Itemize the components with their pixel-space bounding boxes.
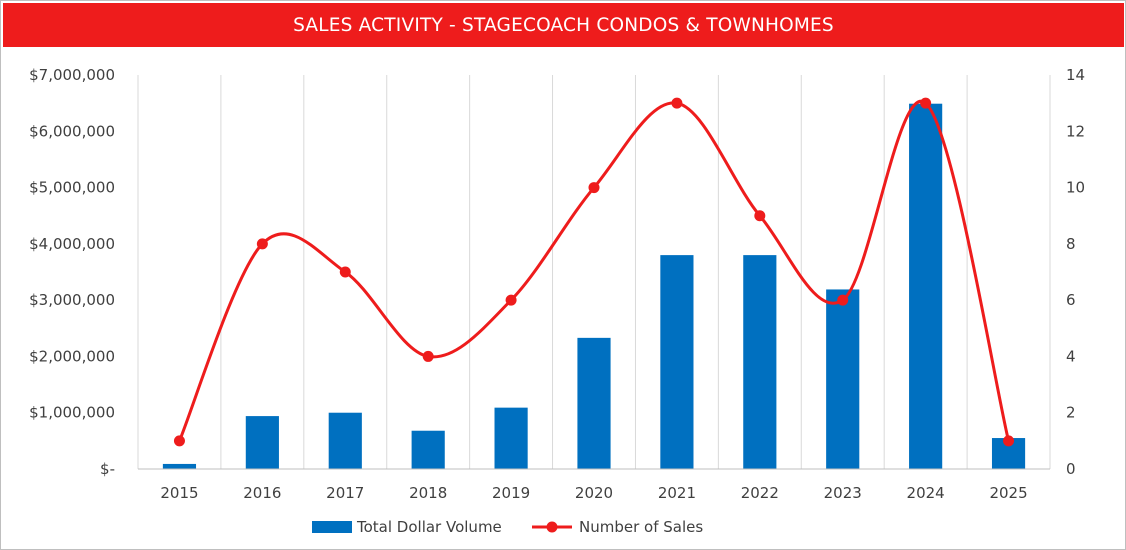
y-left-tick: $3,000,000 (29, 291, 115, 309)
x-tick-2020: 2020 (575, 484, 613, 502)
legend-bar-swatch (312, 521, 352, 533)
bar-2024 (909, 103, 943, 469)
bar-2023 (826, 289, 860, 469)
point-2016 (256, 238, 268, 250)
x-tick-2023: 2023 (824, 484, 862, 502)
bar-2018 (411, 430, 445, 469)
y-left-tick: $5,000,000 (29, 179, 115, 197)
y-left-tick: $6,000,000 (29, 122, 115, 140)
legend-line-marker (546, 521, 558, 533)
y-right-tick: 4 (1066, 347, 1076, 365)
grid-lines (137, 75, 1051, 469)
point-2023 (837, 294, 849, 306)
point-2022 (754, 210, 766, 222)
x-tick-2017: 2017 (326, 484, 364, 502)
x-tick-2019: 2019 (492, 484, 530, 502)
bar-2017 (328, 412, 362, 469)
x-tick-2022: 2022 (741, 484, 779, 502)
point-2021 (671, 97, 683, 109)
legend-line-label: Number of Sales (579, 518, 703, 536)
bar-2020 (577, 337, 611, 469)
point-2017 (339, 266, 351, 278)
chart-title: SALES ACTIVITY - STAGECOACH CONDOS & TOW… (3, 3, 1124, 47)
x-tick-2018: 2018 (409, 484, 447, 502)
sales-line (178, 99, 1011, 442)
x-tick-2015: 2015 (160, 484, 198, 502)
bar-2022 (743, 255, 777, 469)
y-right-tick: 2 (1066, 404, 1076, 422)
y-left-tick: $4,000,000 (29, 235, 115, 253)
bar-2016 (245, 416, 279, 469)
point-2018 (422, 350, 434, 362)
bar-2015 (162, 463, 197, 469)
bar-2019 (494, 407, 528, 469)
point-2020 (588, 182, 600, 194)
y-right-tick: 14 (1066, 66, 1085, 84)
y-right-tick: 10 (1066, 179, 1085, 197)
point-2024 (920, 97, 932, 109)
legend-bar-label: Total Dollar Volume (356, 518, 502, 536)
legend: Total Dollar Volume Number of Sales (312, 518, 703, 536)
line-series (173, 97, 1015, 447)
y-right-tick: 8 (1066, 235, 1076, 253)
point-2019 (505, 294, 517, 306)
bar-series (162, 103, 1026, 469)
x-tick-2021: 2021 (658, 484, 696, 502)
x-tick-2025: 2025 (989, 484, 1027, 502)
y-right-tick: 12 (1066, 122, 1085, 140)
y-right-tick: 6 (1066, 291, 1076, 309)
y-left-tick: $1,000,000 (29, 404, 115, 422)
x-tick-2024: 2024 (907, 484, 945, 502)
y-left-tick: $7,000,000 (29, 66, 115, 84)
axes: $- $1,000,000 $2,000,000 $3,000,000 $4,000,0… (29, 66, 1085, 502)
bar-2021 (660, 255, 694, 469)
y-left-tick: $2,000,000 (29, 347, 115, 365)
point-2015 (173, 435, 185, 447)
point-2025 (1003, 435, 1015, 447)
x-tick-2016: 2016 (243, 484, 281, 502)
y-right-tick: 0 (1066, 460, 1076, 478)
y-left-tick: $- (100, 460, 115, 478)
